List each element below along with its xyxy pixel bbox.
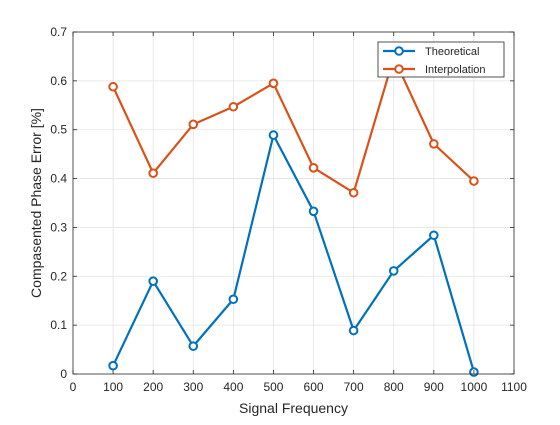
data-point-theoretical <box>148 276 158 286</box>
data-point-interpolation <box>268 78 279 89</box>
x-tick-label: 200 <box>143 380 163 394</box>
data-point-interpolation <box>429 139 439 149</box>
data-point-interpolation <box>308 163 319 173</box>
data-point-theoretical <box>308 206 319 217</box>
legend-marker-interpolation <box>394 64 404 74</box>
y-tick-label: 0.3 <box>50 220 67 234</box>
y-tick-label: 0.6 <box>50 74 67 88</box>
data-point-interpolation <box>188 119 199 130</box>
data-point-theoretical <box>188 341 199 351</box>
x-tick-label: 100 <box>103 380 123 394</box>
grid-lines <box>73 32 514 374</box>
series-layer <box>108 52 479 377</box>
y-tick-label: 0.2 <box>50 269 67 283</box>
series-line-interpolation <box>112 56 475 194</box>
x-tick-label: 300 <box>183 380 203 394</box>
legend: Theoretical Interpolation <box>377 41 505 78</box>
data-point-interpolation <box>348 187 359 198</box>
x-tick-label: 800 <box>384 380 404 394</box>
x-tick-label: 600 <box>304 380 324 394</box>
x-tick-label: 400 <box>223 380 243 394</box>
data-point-interpolation <box>148 168 158 178</box>
data-point-theoretical <box>429 230 439 241</box>
data-point-interpolation <box>469 176 479 186</box>
plot-area-background <box>73 32 514 374</box>
data-point-theoretical <box>268 130 279 140</box>
series-line-theoretical <box>112 133 475 373</box>
y-tick-label: 0.1 <box>50 318 67 332</box>
x-tick-label: 1100 <box>501 380 527 394</box>
data-point-theoretical <box>228 294 239 305</box>
y-axis-label: Compasented Phase Error [%] <box>28 108 44 298</box>
y-tick-label: 0.7 <box>50 25 67 39</box>
x-tick-label: 700 <box>344 380 364 394</box>
x-axis-label: Signal Frequency <box>239 400 348 416</box>
data-point-theoretical <box>108 360 118 371</box>
plot-area-border <box>72 31 515 375</box>
x-tick-label: 900 <box>424 380 444 394</box>
legend-label-interpolation: Interpolation <box>425 64 486 76</box>
data-point-theoretical <box>348 325 359 336</box>
y-tick-label: 0.4 <box>50 172 67 186</box>
legend-label-theoretical: Theoretical <box>425 46 479 58</box>
legend-marker-theoretical <box>394 46 404 56</box>
data-point-theoretical <box>388 266 399 276</box>
y-tick-label: 0.5 <box>50 123 67 137</box>
x-tick-label: 1000 <box>461 380 488 394</box>
axis-ticks: 0 100 200 300 400 500 600 700 800 900 1000 1100 0 0.1… <box>50 25 527 394</box>
data-point-interpolation <box>108 81 118 92</box>
x-tick-label: 0 <box>70 380 77 394</box>
data-point-interpolation <box>228 101 239 112</box>
x-tick-label: 500 <box>263 380 283 394</box>
y-tick-label: 0 <box>60 367 67 381</box>
